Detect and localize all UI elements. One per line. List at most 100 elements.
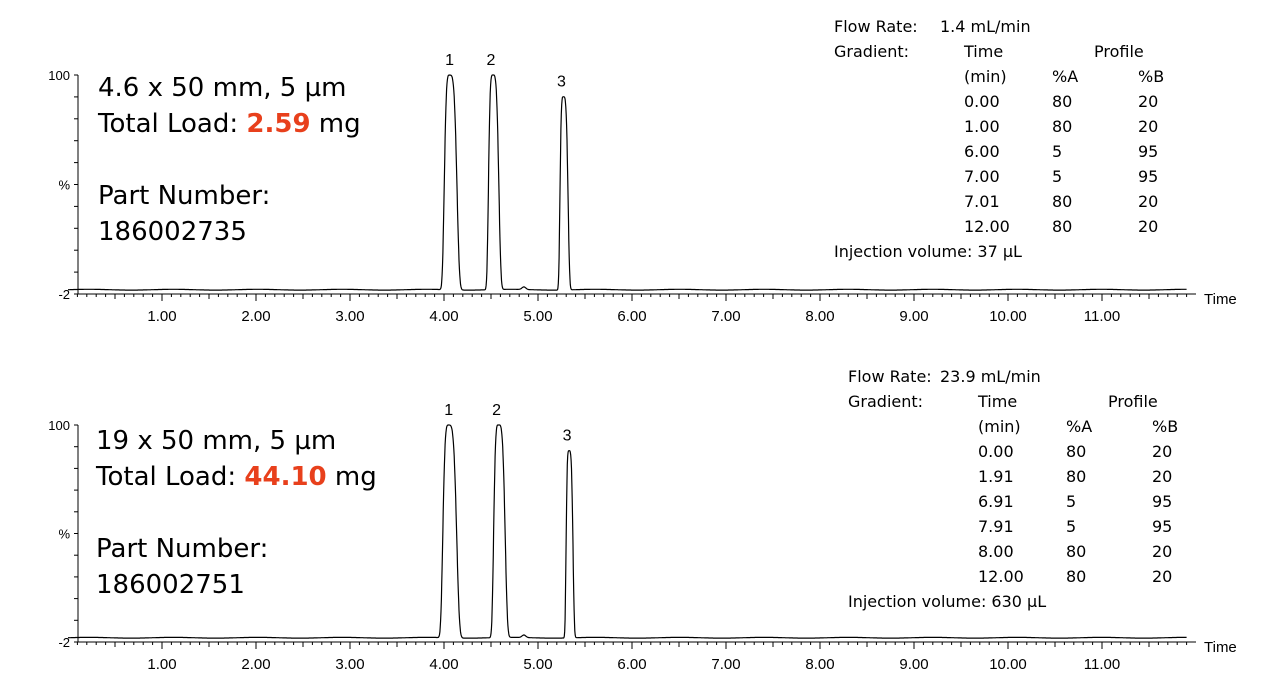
gradient-row: 7.91 5 95 (848, 514, 1208, 539)
x-tick-label: 7.00 (711, 656, 740, 673)
gradient-percent-b: 95 (1138, 167, 1159, 186)
x-tick-label: 1.00 (147, 308, 176, 325)
part-number-label: Part Number: (96, 534, 269, 564)
total-load: Total Load: 2.59 mg (98, 106, 361, 142)
peak-label: 3 (563, 428, 572, 445)
column-info-2: 19 x 50 mm, 5 µm Total Load: 44.10 mg Pa… (96, 423, 377, 603)
total-load-label: Total Load: (96, 462, 245, 492)
gradient-profile-header: Profile (1108, 392, 1158, 411)
y-tick-label: % (58, 527, 70, 542)
gradient-percent-b: 20 (1138, 192, 1159, 211)
gradient-percent-a: 5 (1052, 167, 1063, 186)
gradient-percent-a: 80 (1052, 217, 1073, 236)
gradient-a-header: %A (1066, 417, 1093, 436)
x-axis-label: Time (1204, 291, 1237, 308)
gradient-percent-b: 95 (1138, 142, 1159, 161)
gradient-row: 0.00 80 20 (848, 439, 1208, 464)
total-load-unit: mg (310, 109, 361, 139)
chromatogram-panel-2: 100% -2 1.00 2.00 3.00 4.00 5.00 6.00 7.00 8.00 9.… (0, 348, 1280, 696)
part-number: 186002751 (96, 570, 245, 600)
column-dimensions: 4.6 x 50 mm, 5 µm (98, 73, 347, 103)
x-tick-label: 2.00 (241, 308, 270, 325)
x-tick-label: 11.00 (1084, 308, 1120, 325)
chromatogram-trace (68, 424, 1187, 639)
gradient-percent-a: 80 (1052, 192, 1073, 211)
gradient-b-header: %B (1138, 67, 1165, 86)
total-load-value: 44.10 (244, 462, 327, 492)
x-tick-label: 4.00 (429, 308, 458, 325)
gradient-percent-b: 95 (1152, 492, 1173, 511)
gradient-b-header: %B (1152, 417, 1179, 436)
gradient-row: 12.00 80 20 (834, 214, 1194, 239)
x-tick-label: 6.00 (617, 308, 646, 325)
x-tick-label: 8.00 (805, 308, 834, 325)
column-info-1: 4.6 x 50 mm, 5 µm Total Load: 2.59 mg Pa… (98, 70, 361, 250)
gradient-percent-a: 80 (1066, 567, 1087, 586)
part-number: 186002735 (98, 217, 247, 247)
peak-label: 1 (445, 52, 454, 69)
gradient-percent-a: 80 (1066, 442, 1087, 461)
gradient-min-header: (min) (978, 417, 1021, 436)
method-conditions-2: Flow Rate: 23.9 mL/min Gradient: Time Profi… (848, 364, 1208, 620)
peak-label: 1 (444, 402, 453, 419)
y-tick-label: % (58, 178, 70, 193)
gradient-min-header: (min) (964, 67, 1007, 86)
chromatogram-trace (68, 74, 1187, 291)
gradient-time: 1.91 (978, 467, 1014, 486)
part-number-label: Part Number: (98, 181, 271, 211)
x-tick-label: 6.00 (617, 656, 646, 673)
gradient-percent-a: 5 (1052, 142, 1063, 161)
x-axis-label: Time (1204, 639, 1237, 656)
gradient-row: 1.91 80 20 (848, 464, 1208, 489)
gradient-time: 7.00 (964, 167, 1000, 186)
chromatogram-chart-2: 100% -2 1.00 2.00 3.00 4.00 5.00 6.00 7.00 8.00 9.… (48, 402, 1237, 673)
gradient-percent-b: 20 (1138, 117, 1159, 136)
gradient-percent-b: 20 (1152, 567, 1173, 586)
gradient-percent-a: 80 (1066, 467, 1087, 486)
gradient-percent-b: 20 (1138, 92, 1159, 111)
chromatogram-chart-1: 100% -2 1.00 2.00 3.00 4.00 5.00 6.00 7.00 8.00 9.… (48, 52, 1237, 325)
y-tick-label: -2 (58, 635, 70, 650)
injection-volume: Injection volume: 37 µL (834, 242, 1022, 261)
method-conditions-1: Flow Rate: 1.4 mL/min Gradient: Time Profil… (834, 14, 1194, 270)
gradient-row: 12.00 80 20 (848, 564, 1208, 589)
gradient-time: 6.00 (964, 142, 1000, 161)
y-tick-label: -2 (58, 287, 70, 302)
gradient-row: 7.00 5 95 (834, 164, 1194, 189)
flow-rate-label: Flow Rate: (834, 17, 918, 36)
gradient-percent-b: 20 (1152, 467, 1173, 486)
x-tick-label: 10.00 (989, 656, 1027, 673)
chromatogram-panel-1: 100% -2 1.00 2.00 3.00 4.00 5.00 6.00 7.00 8.00 9.… (48, 14, 1237, 325)
gradient-time: 8.00 (978, 542, 1014, 561)
y-tick-label: 100 (48, 68, 70, 83)
gradient-time: 7.91 (978, 517, 1014, 536)
gradient-time: 0.00 (964, 92, 1000, 111)
gradient-label: Gradient: (834, 42, 910, 61)
x-tick-label: 4.00 (429, 656, 458, 673)
gradient-row: 6.00 5 95 (834, 139, 1194, 164)
flow-rate-value: 1.4 mL/min (940, 17, 1031, 36)
gradient-time: 12.00 (964, 217, 1010, 236)
gradient-time: 0.00 (978, 442, 1014, 461)
y-tick-label: 100 (48, 418, 70, 433)
gradient-percent-b: 20 (1152, 442, 1173, 461)
x-tick-label: 1.00 (147, 656, 176, 673)
peak-label: 2 (487, 52, 496, 69)
x-tick-label: 8.00 (805, 656, 834, 673)
gradient-row: 0.00 80 20 (834, 89, 1194, 114)
peak-label: 2 (492, 402, 501, 419)
x-tick-label: 11.00 (1084, 656, 1120, 673)
gradient-row: 1.00 80 20 (834, 114, 1194, 139)
gradient-percent-b: 20 (1138, 217, 1159, 236)
total-load-label: Total Load: (98, 109, 247, 139)
gradient-percent-a: 80 (1052, 117, 1073, 136)
peak-label: 3 (557, 73, 566, 90)
x-tick-label: 5.00 (523, 308, 552, 325)
x-tick-label: 10.00 (989, 308, 1027, 325)
gradient-percent-b: 20 (1152, 542, 1173, 561)
total-load: Total Load: 44.10 mg (96, 459, 377, 495)
gradient-a-header: %A (1052, 67, 1079, 86)
gradient-label: Gradient: (848, 392, 924, 411)
x-tick-label: 2.00 (241, 656, 270, 673)
gradient-time-header: Time (964, 42, 1004, 61)
